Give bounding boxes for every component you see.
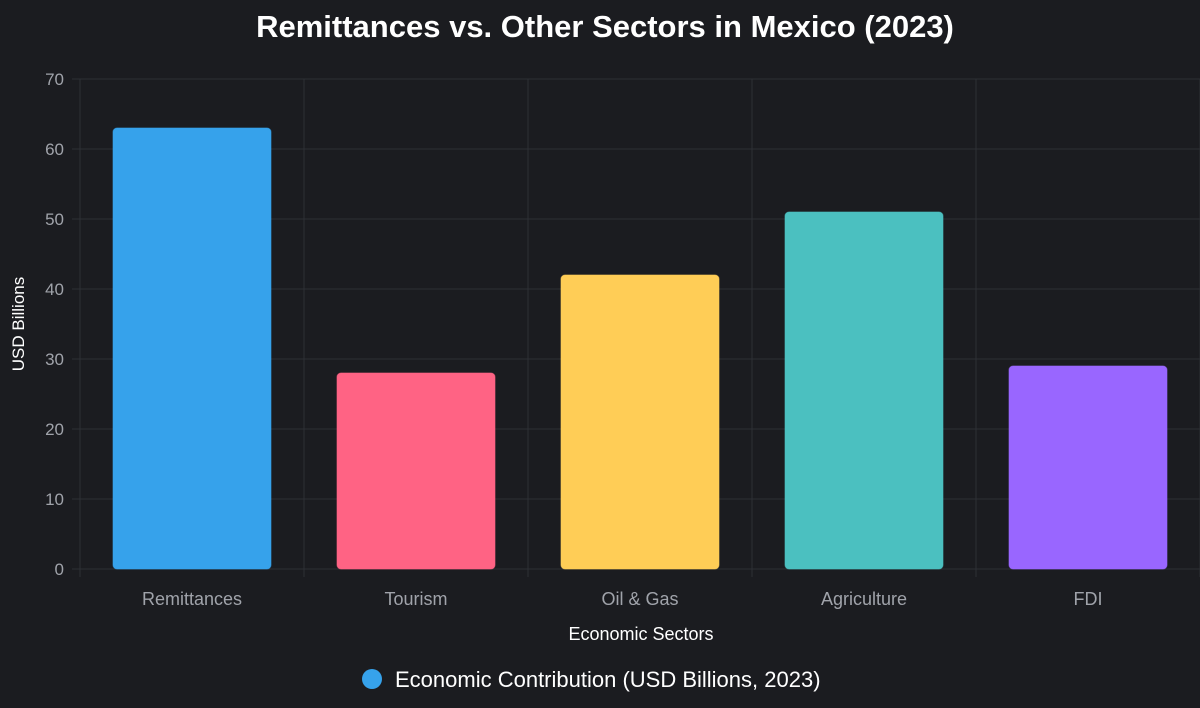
y-axis-title: USD Billions [9,277,28,371]
y-tick-label: 0 [55,560,64,579]
bars [112,127,1168,570]
y-tick-label: 50 [45,210,64,229]
bar[interactable] [784,211,944,570]
x-axis-ticks: Remittances Tourism Oil & Gas Agriculture FD… [142,589,1103,609]
x-tick-label: Oil & Gas [601,589,678,609]
y-tick-label: 70 [45,70,64,89]
chart-title: Remittances vs. Other Sectors in Mexico … [256,9,954,44]
y-tick-label: 60 [45,140,64,159]
y-tick-label: 30 [45,350,64,369]
bar[interactable] [560,274,720,570]
x-tick-label: Agriculture [821,589,907,609]
x-tick-label: FDI [1074,589,1103,609]
bar[interactable] [1008,365,1168,570]
y-axis-ticks: 0 10 20 30 40 50 60 70 [45,70,64,579]
y-tick-label: 20 [45,420,64,439]
y-tick-label: 40 [45,280,64,299]
legend-marker-icon [362,669,382,689]
bar[interactable] [336,372,496,570]
bar[interactable] [112,127,272,570]
x-tick-label: Remittances [142,589,242,609]
legend-label: Economic Contribution (USD Billions, 202… [395,667,821,692]
x-axis-title: Economic Sectors [568,624,713,644]
x-tick-label: Tourism [384,589,447,609]
y-tick-label: 10 [45,490,64,509]
legend[interactable]: Economic Contribution (USD Billions, 202… [362,667,821,692]
